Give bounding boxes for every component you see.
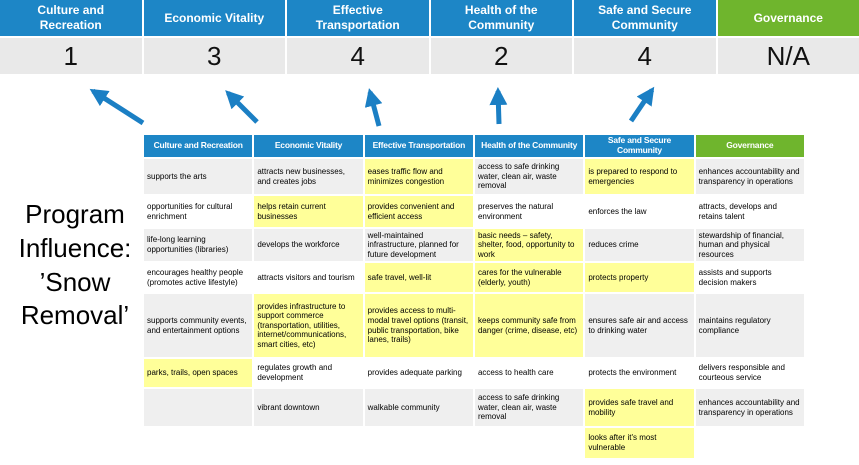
matrix-row: life-long learning opportunities (librar… [141, 227, 807, 263]
matrix-row: supports community events, and entertain… [141, 292, 807, 359]
matrix-cell: delivers responsible and courteous servi… [693, 357, 807, 389]
matrix-cell: parks, trails, open spaces [141, 357, 255, 389]
summary-score-value: 2 [430, 38, 572, 74]
summary-column-safe-and-secure-community: Safe and Secure Community 4 [574, 0, 716, 74]
matrix-cell: provides convenient and efficient access [362, 194, 475, 229]
influence-matrix-table: Culture and Recreation Economic Vitality E… [141, 133, 807, 460]
matrix-cell: protects property [583, 261, 696, 294]
matrix-cell: safe travel, well-lit [362, 261, 475, 294]
matrix-header-health-of-the-community: Health of the Community [472, 133, 586, 159]
matrix-cell: access to safe drinking water, clean air… [472, 387, 586, 428]
matrix-cell [693, 426, 807, 460]
summary-header-label: Health of the Community [430, 0, 572, 36]
matrix-cell: enforces the law [583, 194, 696, 229]
matrix-cell: opportunities for cultural enrichment [141, 194, 255, 229]
matrix-cell: enhances accountability and transparency… [693, 387, 807, 428]
matrix-header-governance: Governance [693, 133, 807, 159]
matrix-cell: assists and supports decision makers [693, 261, 807, 294]
summary-header-label: Economic Vitality [143, 0, 285, 36]
summary-score-value: 4 [574, 38, 716, 74]
matrix-cell: keeps community safe from danger (crime,… [472, 292, 586, 359]
matrix-header-row: Culture and Recreation Economic Vitality E… [141, 133, 807, 159]
up-arrow-1-icon [89, 88, 145, 126]
matrix-header-culture-and-recreation: Culture and Recreation [141, 133, 255, 159]
matrix-cell: preserves the natural environment [472, 194, 586, 229]
matrix-row: vibrant downtown walkable community access… [141, 387, 807, 428]
matrix-cell: enhances accountability and transparency… [693, 157, 807, 196]
matrix-cell [141, 426, 255, 460]
matrix-row: opportunities for cultural enrichment hel… [141, 194, 807, 229]
matrix-cell: provides infrastructure to support comme… [252, 292, 365, 359]
matrix-cell: vibrant downtown [252, 387, 365, 428]
summary-header-label: Effective Transportation [287, 0, 429, 36]
matrix-cell [141, 387, 255, 428]
matrix-cell: attracts visitors and tourism [252, 261, 365, 294]
matrix-cell: provides safe travel and mobility [583, 387, 696, 428]
up-arrow-2-icon [225, 90, 259, 124]
matrix-cell: helps retain current businesses [252, 194, 365, 229]
summary-header-label: Safe and Secure Community [574, 0, 716, 36]
matrix-cell: cares for the vulnerable (elderly, youth… [472, 261, 586, 294]
matrix-cell: protects the environment [583, 357, 696, 389]
matrix-cell: encourages healthy people (promotes acti… [141, 261, 255, 294]
summary-score-value: 1 [0, 38, 142, 74]
matrix-cell: is prepared to respond to emergencies [583, 157, 696, 196]
matrix-cell: provides access to multi-modal travel op… [362, 292, 475, 359]
priority-summary: Culture and Recreation 1 Economic Vitality… [0, 0, 859, 74]
matrix-cell [362, 426, 475, 460]
matrix-cell: looks after it's most vulnerable [583, 426, 696, 460]
summary-header-label: Governance [717, 0, 859, 36]
summary-score-value: 4 [287, 38, 429, 74]
matrix-cell: reduces crime [583, 227, 696, 263]
up-arrow-5-icon [628, 86, 655, 123]
summary-score-value: 3 [143, 38, 285, 74]
matrix-cell: develops the workforce [252, 227, 365, 263]
matrix-cell: basic needs – safety, shelter, food, opp… [472, 227, 586, 263]
program-influence-label: Program Influence: ’Snow Removal’ [18, 199, 132, 331]
up-arrow-4-icon [489, 87, 508, 125]
matrix-cell: eases traffic flow and minimizes congest… [362, 157, 475, 196]
summary-column-governance: Governance N/A [717, 0, 859, 74]
matrix-row: encourages healthy people (promotes acti… [141, 261, 807, 294]
summary-column-culture-and-recreation: Culture and Recreation 1 [0, 0, 142, 74]
matrix-row: looks after it's most vulnerable [141, 426, 807, 460]
summary-header-label: Culture and Recreation [0, 0, 142, 36]
matrix-cell: provides adequate parking [362, 357, 475, 389]
matrix-cell: maintains regulatory compliance [693, 292, 807, 359]
matrix-cell: ensures safe air and access to drinking … [583, 292, 696, 359]
matrix-cell [252, 426, 365, 460]
matrix-header-effective-transportation: Effective Transportation [362, 133, 475, 159]
matrix-header-economic-vitality: Economic Vitality [252, 133, 365, 159]
matrix-cell: attracts new businesses, and creates job… [252, 157, 365, 196]
matrix-cell: access to safe drinking water, clean air… [472, 157, 586, 196]
matrix-cell: well-maintained infrastructure, planned … [362, 227, 475, 263]
matrix-cell: stewardship of financial, human and phys… [693, 227, 807, 263]
summary-column-health-of-the-community: Health of the Community 2 [430, 0, 572, 74]
matrix-cell: supports the arts [141, 157, 255, 196]
matrix-row: parks, trails, open spaces regulates grow… [141, 357, 807, 389]
matrix-row: supports the arts attracts new businesses… [141, 157, 807, 196]
matrix-cell: attracts, develops and retains talent [693, 194, 807, 229]
summary-column-effective-transportation: Effective Transportation 4 [287, 0, 429, 74]
up-arrow-3-icon [364, 88, 383, 127]
matrix-cell: walkable community [362, 387, 475, 428]
matrix-cell: life-long learning opportunities (librar… [141, 227, 255, 263]
summary-column-economic-vitality: Economic Vitality 3 [143, 0, 285, 74]
matrix-cell: access to health care [472, 357, 586, 389]
matrix-cell [472, 426, 586, 460]
matrix-header-safe-and-secure-community: Safe and Secure Community [583, 133, 696, 159]
matrix-cell: regulates growth and development [252, 357, 365, 389]
summary-score-value: N/A [717, 38, 859, 74]
matrix-cell: supports community events, and entertain… [141, 292, 255, 359]
